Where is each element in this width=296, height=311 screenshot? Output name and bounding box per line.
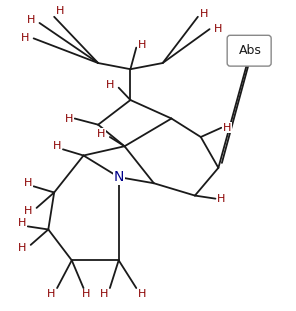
Text: H: H — [217, 194, 226, 204]
Text: H: H — [27, 15, 35, 25]
Text: H: H — [47, 289, 55, 299]
Text: H: H — [56, 6, 64, 16]
Text: H: H — [65, 114, 73, 123]
Text: H: H — [138, 39, 146, 49]
Text: H: H — [138, 289, 146, 299]
Text: N: N — [113, 170, 124, 184]
Text: H: H — [106, 80, 114, 90]
Text: H: H — [18, 243, 26, 253]
Text: H: H — [53, 141, 61, 151]
Text: H: H — [24, 178, 32, 188]
Text: H: H — [18, 218, 26, 228]
Text: H: H — [200, 9, 208, 19]
Text: H: H — [82, 289, 91, 299]
Text: H: H — [223, 123, 231, 133]
Text: H: H — [214, 24, 223, 34]
Text: H: H — [97, 129, 105, 139]
Text: Abs: Abs — [239, 44, 262, 57]
Text: H: H — [24, 206, 32, 216]
Text: H: H — [21, 33, 29, 43]
FancyBboxPatch shape — [227, 35, 271, 66]
Text: H: H — [100, 289, 108, 299]
